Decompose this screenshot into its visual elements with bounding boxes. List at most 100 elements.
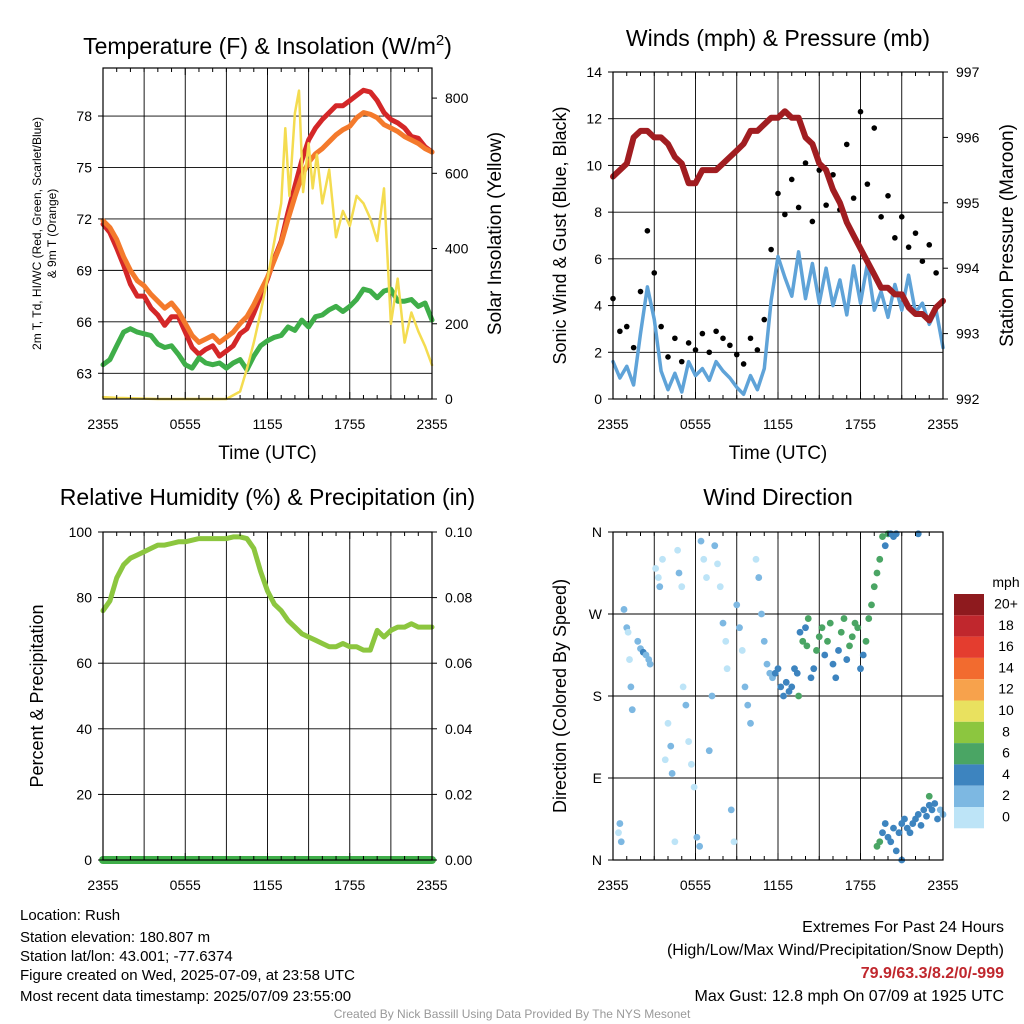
gust-point	[637, 288, 644, 295]
x-tick-label: 2355	[87, 416, 118, 432]
y2-tick-label: 993	[956, 326, 980, 342]
gust-point	[788, 176, 795, 183]
y-tick-label: 4	[594, 298, 602, 314]
wind-direction-point	[846, 642, 853, 650]
wind-direction-point	[914, 811, 922, 818]
gust-point	[658, 323, 664, 330]
gust-point	[809, 218, 816, 225]
extremes-title: Extremes For Past 24 Hours	[802, 919, 1004, 936]
wind-direction-point	[705, 747, 713, 755]
gust-point	[850, 195, 857, 201]
wind-direction-point	[865, 615, 873, 622]
y2-tick-label: 994	[956, 260, 980, 276]
gust-point	[740, 361, 747, 367]
wind-direction-point	[832, 674, 840, 682]
wind-direction-point	[923, 812, 930, 820]
panel-title: Wind Direction	[703, 484, 853, 510]
gust-point	[830, 171, 836, 178]
x-tick-label: 1155	[252, 416, 282, 432]
x-tick-label: 0555	[680, 416, 711, 432]
gust-point	[878, 214, 884, 220]
wind-direction-point	[826, 619, 834, 627]
gust-point	[685, 340, 692, 346]
wind-direction-point	[615, 829, 622, 837]
y2-tick-label: 0.10	[445, 524, 472, 540]
legend-label: 10	[998, 702, 1014, 718]
legend-label: 0	[1002, 809, 1010, 825]
y-tick-label: 63	[76, 365, 92, 381]
legend-swatch	[954, 679, 984, 701]
wind-direction-point	[774, 665, 782, 673]
wind-direction-point	[881, 542, 889, 550]
gust-point	[630, 344, 637, 351]
legend-label: 8	[1002, 723, 1010, 739]
wind-direction-point	[624, 628, 632, 636]
wind-direction-point	[747, 719, 754, 727]
y-tick-label: 75	[76, 159, 92, 175]
legend-swatch	[954, 657, 984, 680]
gust-point	[898, 214, 905, 220]
wind-direction-point	[873, 569, 881, 577]
wind-direction-point	[722, 637, 730, 645]
created-label: Figure created on Wed, 2025-07-09, at 23…	[20, 967, 355, 984]
wind-direction-point	[661, 756, 669, 764]
wind-direction-point	[854, 624, 862, 632]
wind-direction-point	[682, 701, 690, 709]
gust-point	[768, 246, 774, 253]
legend-label: 2	[1002, 787, 1010, 803]
gust-point	[651, 270, 658, 276]
wind-direction-point	[793, 669, 801, 677]
wind-direction-point	[862, 637, 870, 645]
gust-point	[843, 141, 850, 148]
gust-point	[926, 242, 933, 248]
wind-direction-point	[700, 555, 708, 563]
gust-point	[699, 330, 706, 337]
wind-direction-point	[667, 742, 675, 750]
gust-point	[775, 190, 781, 197]
wind-direction-point	[697, 537, 705, 545]
wind-direction-point	[840, 615, 848, 622]
wind-direction-point	[703, 574, 710, 581]
gust-point	[672, 335, 678, 342]
wind-direction-point	[843, 656, 851, 663]
y-tick-label: 2	[594, 344, 602, 360]
wind-direction-point	[879, 829, 886, 837]
y-tick-label: 6	[594, 251, 602, 267]
wind-direction-point	[675, 569, 683, 577]
y-axis-label: Sonic Wind & Gust (Blue, Black)	[550, 106, 570, 364]
wind-direction-point	[821, 651, 829, 659]
wind-direction-point	[714, 560, 721, 568]
panel-title: Relative Humidity (%) & Precipitation (i…	[60, 484, 475, 510]
y-tick-label: 66	[76, 314, 92, 330]
gust-point	[892, 235, 898, 241]
wind-direction-point	[758, 610, 765, 618]
gust-point	[912, 230, 919, 236]
y-tick-label: E	[593, 770, 602, 786]
y2-tick-label: 0.06	[445, 655, 472, 671]
wind-direction-point	[654, 574, 662, 581]
legend-swatch	[954, 636, 984, 658]
gust-point	[919, 258, 926, 264]
wind-direction-point	[810, 665, 818, 673]
x-tick-label: 0555	[170, 416, 201, 432]
y-tick-label: 69	[76, 262, 92, 278]
x-tick-label: 1755	[845, 416, 876, 432]
wind-direction-point	[690, 783, 698, 791]
gust-point	[678, 358, 685, 365]
wind-direction-point	[678, 583, 686, 591]
legend-label: 20+	[994, 596, 1018, 612]
wind-direction-point	[685, 738, 693, 745]
x-tick-label: 1755	[845, 877, 876, 893]
wind-direction-point	[870, 583, 878, 591]
wind-direction-point	[876, 555, 884, 563]
y-tick-label: S	[593, 688, 602, 704]
y2-tick-label: 995	[956, 195, 980, 211]
wind-direction-point	[934, 815, 941, 823]
wind-direction-point	[848, 633, 856, 641]
x-tick-label: 0555	[680, 877, 711, 893]
y-tick-label: 8	[594, 204, 602, 220]
wind-direction-point	[744, 701, 752, 709]
y2-tick-label: 996	[956, 129, 980, 145]
legend-swatch	[954, 807, 984, 829]
panel-4: 2355 0555 1155 1755 2355 N E S W N Wind Direction D…	[550, 484, 1020, 893]
